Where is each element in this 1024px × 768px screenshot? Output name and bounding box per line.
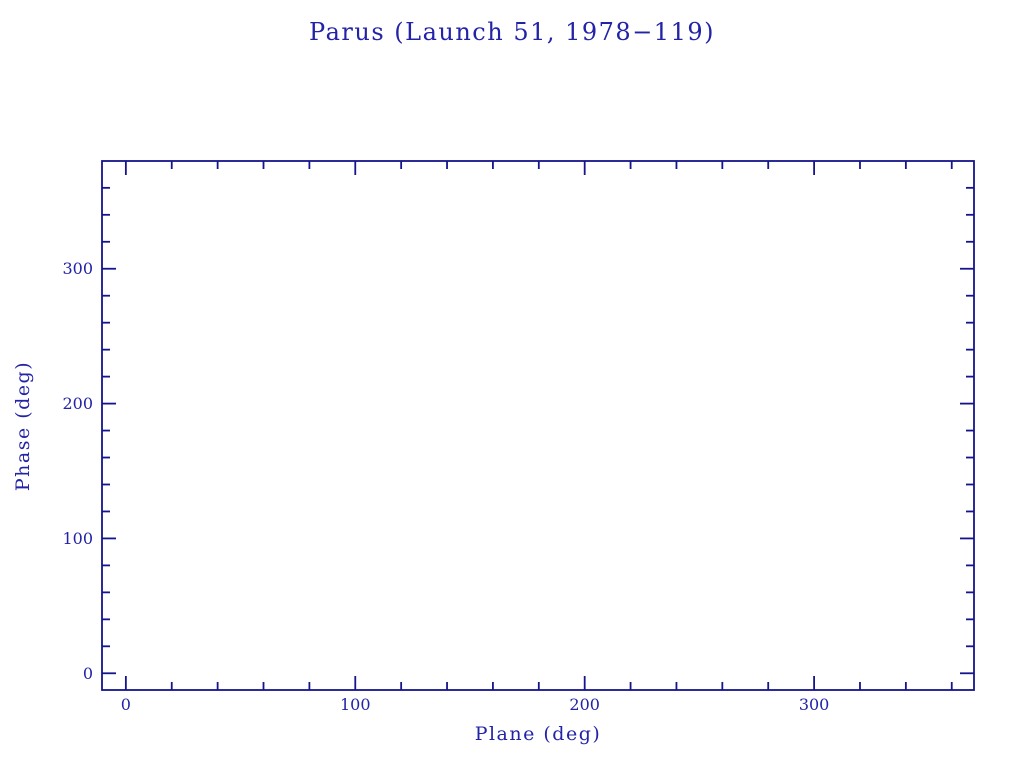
y-tick-label: 0 (83, 664, 93, 683)
x-tick-label: 0 (121, 695, 131, 714)
y-tick-label: 100 (62, 529, 93, 548)
frame-rect (101, 160, 975, 691)
y-tick-label: 200 (62, 394, 93, 413)
axis-ticks (102, 161, 974, 690)
plot-title: Parus (Launch 51, 1978−119) (309, 18, 715, 46)
x-tick-label: 300 (799, 695, 830, 714)
x-axis-title: Plane (deg) (475, 723, 602, 745)
x-tick-label: 100 (340, 695, 371, 714)
y-tick-label: 300 (62, 259, 93, 278)
y-axis-title: Phase (deg) (12, 361, 34, 491)
x-tick-label: 200 (569, 695, 600, 714)
axis-tick-labels: 0 100 200 300 0 100 200 300 (62, 259, 829, 714)
plot-frame (101, 160, 975, 691)
